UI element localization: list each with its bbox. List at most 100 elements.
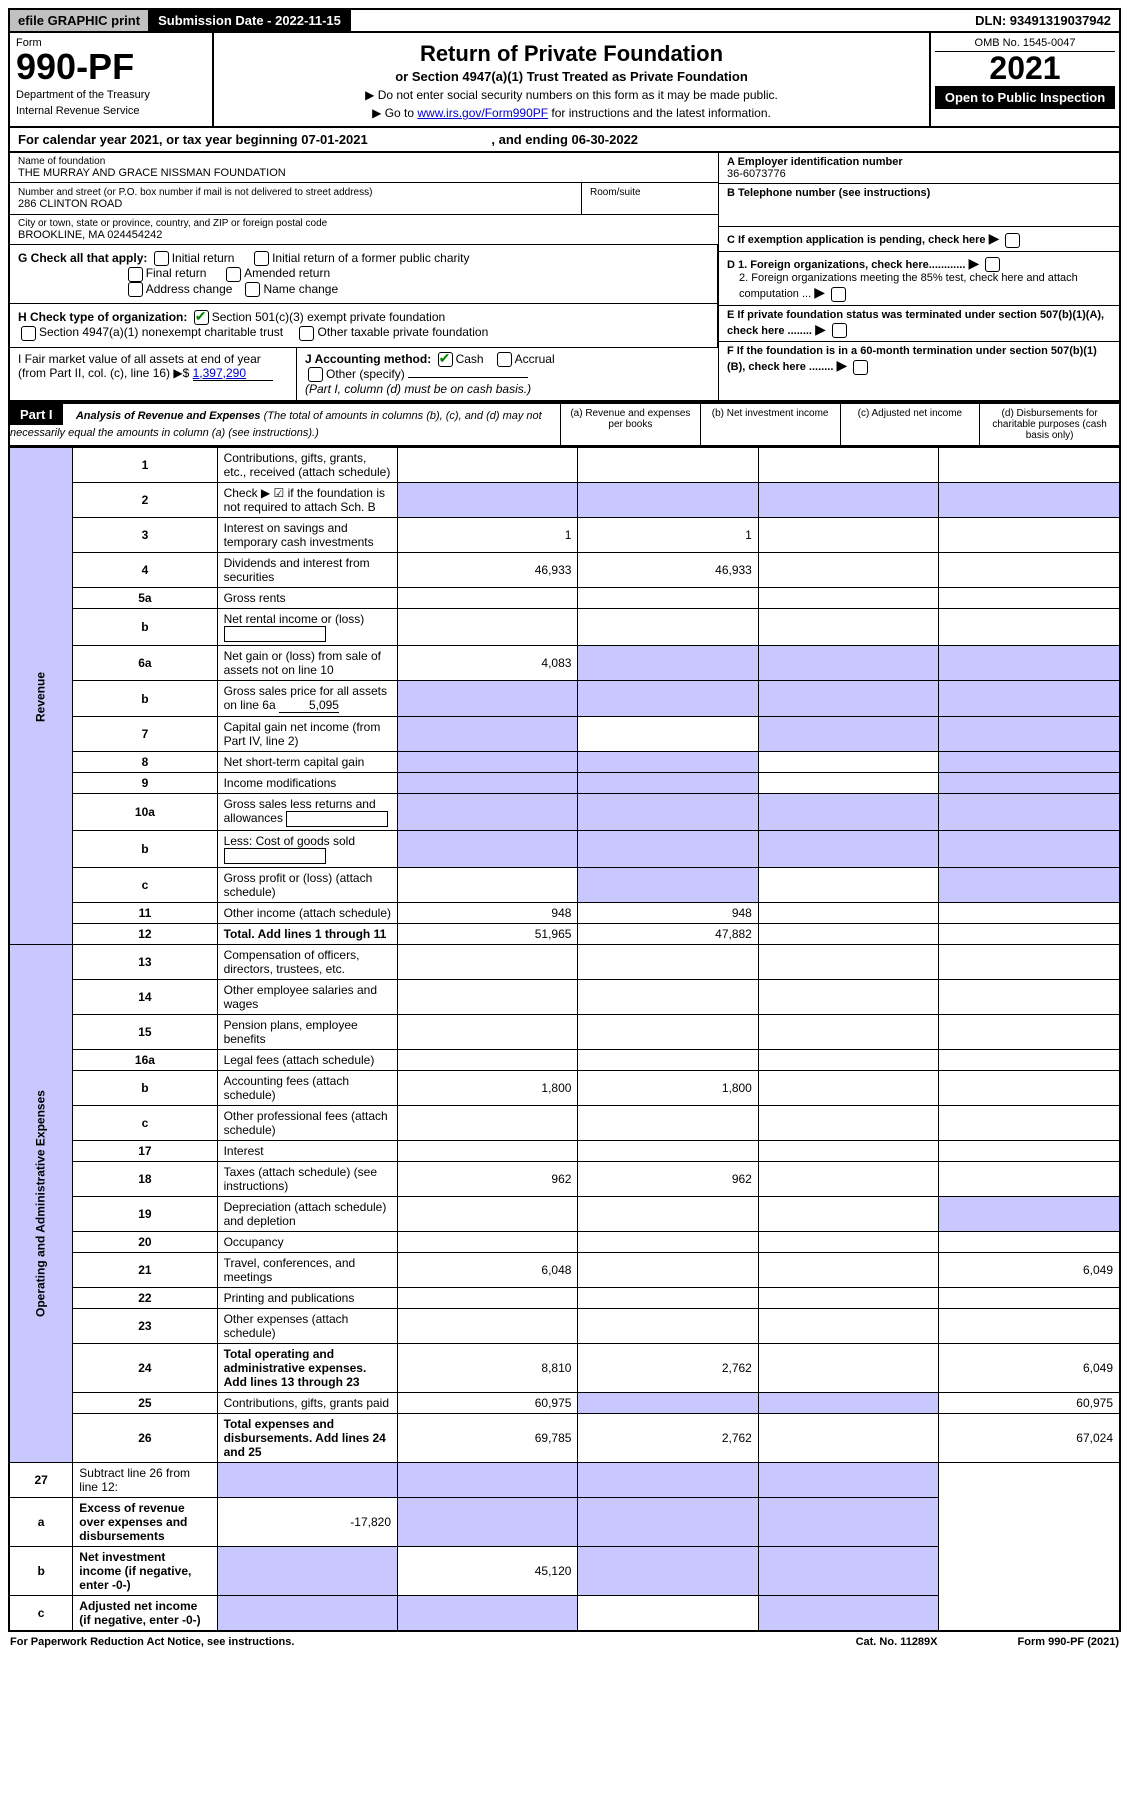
top-bar: efile GRAPHIC print Submission Date - 20…	[8, 8, 1121, 33]
amount-cell	[398, 1498, 578, 1547]
foreign-org-checkbox[interactable]	[985, 257, 1000, 272]
line-description: Subtract line 26 from line 12:	[73, 1463, 217, 1498]
submission-date: Submission Date - 2022-11-15	[150, 10, 351, 31]
amount-cell	[578, 1547, 758, 1596]
form990pf-link[interactable]: www.irs.gov/Form990PF	[417, 106, 548, 120]
d2-label: 2. Foreign organizations meeting the 85%…	[739, 272, 1078, 300]
amount-cell	[939, 1071, 1120, 1106]
line-description: Other expenses (attach schedule)	[217, 1309, 397, 1344]
line-description: Total operating and administrative expen…	[217, 1344, 397, 1393]
60-month-checkbox[interactable]	[853, 360, 868, 375]
name-change-checkbox[interactable]	[245, 282, 260, 297]
line-description: Occupancy	[217, 1232, 397, 1253]
cell	[758, 483, 938, 518]
final-return-checkbox[interactable]	[128, 267, 143, 282]
amended-return-checkbox[interactable]	[226, 267, 241, 282]
amount-cell	[758, 1498, 938, 1547]
amount-cell	[939, 1015, 1120, 1050]
amount-cell	[398, 1197, 578, 1232]
line-number: 8	[73, 752, 217, 773]
amount-cell	[758, 1547, 938, 1596]
amount-cell	[939, 518, 1120, 553]
amount-cell	[758, 1596, 938, 1632]
dept-irs: Internal Revenue Service	[16, 105, 206, 117]
amount-cell: 45,120	[398, 1547, 578, 1596]
501c3-checkbox[interactable]	[194, 310, 209, 325]
foundation-name: THE MURRAY AND GRACE NISSMAN FOUNDATION	[18, 167, 710, 179]
4947a1-checkbox[interactable]	[21, 326, 36, 341]
amount-cell	[758, 1309, 938, 1344]
amount-cell	[398, 1141, 578, 1162]
col-b-header: (b) Net investment income	[700, 404, 840, 445]
line-description: Adjusted net income (if negative, enter …	[73, 1596, 217, 1632]
line-description: Contributions, gifts, grants paid	[217, 1393, 397, 1414]
cell	[939, 831, 1120, 868]
amount-cell	[939, 553, 1120, 588]
line-description: Other employee salaries and wages	[217, 980, 397, 1015]
amount-cell	[217, 1547, 397, 1596]
fmv-value: 1,397,290	[193, 366, 273, 381]
amount-cell	[939, 1232, 1120, 1253]
efile-print-button[interactable]: efile GRAPHIC print	[10, 10, 150, 31]
initial-former-checkbox[interactable]	[254, 251, 269, 266]
cell	[939, 794, 1120, 831]
exemption-pending-checkbox[interactable]	[1005, 233, 1020, 248]
line-description: Other professional fees (attach schedule…	[217, 1106, 397, 1141]
col-c-header: (c) Adjusted net income	[840, 404, 980, 445]
cell	[398, 831, 578, 868]
part1-header: Part I Analysis of Revenue and Expenses …	[8, 402, 1121, 447]
line-description: Compensation of officers, directors, tru…	[217, 945, 397, 980]
status-terminated-checkbox[interactable]	[832, 323, 847, 338]
amount-cell	[398, 868, 578, 903]
cash-checkbox[interactable]	[438, 352, 453, 367]
line-description: Dividends and interest from securities	[217, 553, 397, 588]
amount-cell	[398, 1106, 578, 1141]
amount-cell	[578, 1050, 758, 1071]
line-description: Check ▶ ☑ if the foundation is not requi…	[217, 483, 397, 518]
part1-label: Part I	[10, 404, 63, 425]
initial-return-checkbox[interactable]	[154, 251, 169, 266]
amount-cell	[758, 553, 938, 588]
amount-cell: 1	[578, 518, 758, 553]
amount-cell: 2,762	[578, 1344, 758, 1393]
amount-cell	[758, 868, 938, 903]
other-method-checkbox[interactable]	[308, 367, 323, 382]
foreign-85-checkbox[interactable]	[831, 287, 846, 302]
line-number: 19	[73, 1197, 217, 1232]
amount-cell	[578, 646, 758, 681]
amount-cell	[939, 924, 1120, 945]
line-description: Interest	[217, 1141, 397, 1162]
cell	[398, 794, 578, 831]
line-number: b	[73, 1071, 217, 1106]
line-description: Capital gain net income (from Part IV, l…	[217, 717, 397, 752]
other-taxable-checkbox[interactable]	[299, 326, 314, 341]
amount-cell	[758, 588, 938, 609]
amount-cell: 51,965	[398, 924, 578, 945]
amount-cell: 962	[398, 1162, 578, 1197]
line-description: Legal fees (attach schedule)	[217, 1050, 397, 1071]
amount-cell: 1,800	[578, 1071, 758, 1106]
amount-cell	[578, 752, 758, 773]
line-description: Taxes (attach schedule) (see instruction…	[217, 1162, 397, 1197]
amount-cell	[578, 773, 758, 794]
line-description: Net rental income or (loss)	[217, 609, 397, 646]
instruction-goto-pre: ▶ Go to	[372, 106, 417, 120]
amount-cell	[578, 1393, 758, 1414]
address-change-checkbox[interactable]	[128, 282, 143, 297]
amount-cell	[398, 1015, 578, 1050]
amount-cell	[939, 609, 1120, 646]
line-description: Net short-term capital gain	[217, 752, 397, 773]
form-subtitle: or Section 4947(a)(1) Trust Treated as P…	[220, 69, 923, 84]
line-description: Pension plans, employee benefits	[217, 1015, 397, 1050]
amount-cell	[398, 752, 578, 773]
amount-cell	[758, 1253, 938, 1288]
cell	[758, 794, 938, 831]
amount-cell: 2,762	[578, 1414, 758, 1463]
cell	[578, 681, 758, 717]
amount-cell	[758, 1162, 938, 1197]
line-number: 21	[73, 1253, 217, 1288]
amount-cell	[578, 448, 758, 483]
accrual-checkbox[interactable]	[497, 352, 512, 367]
amount-cell	[217, 1596, 397, 1632]
side-label: Revenue	[9, 448, 73, 945]
